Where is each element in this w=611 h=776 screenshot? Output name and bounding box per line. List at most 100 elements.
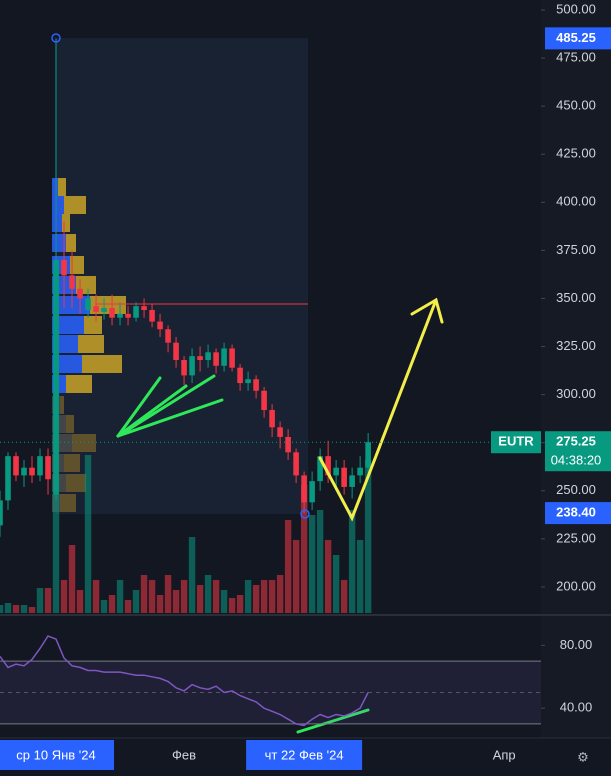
volume-bar <box>340 580 348 613</box>
y-tick-label: 250.00 <box>556 482 596 497</box>
x-tick-label: Апр <box>493 747 516 762</box>
volume-bar <box>124 600 132 613</box>
volume-bar <box>140 575 148 613</box>
volume-bar <box>36 588 44 613</box>
candle-body <box>189 356 195 376</box>
candle-body <box>309 481 315 503</box>
candle-body <box>85 298 91 310</box>
volume-bar <box>180 580 188 613</box>
y-tick-label: 325.00 <box>556 338 596 353</box>
candle-body <box>325 456 331 476</box>
candle-body <box>101 308 107 312</box>
volume-bar <box>276 575 284 613</box>
x-tick-label: Фев <box>172 747 196 762</box>
candle-body <box>149 310 155 322</box>
candle-body <box>53 260 59 495</box>
candle-body <box>341 467 347 487</box>
candle-body <box>181 360 187 376</box>
candle-body <box>21 467 27 476</box>
x-tick-label: ср 10 Янв '24 <box>16 747 95 762</box>
candle-body <box>269 410 275 428</box>
candle-body <box>141 306 147 310</box>
y-tick-label: 200.00 <box>556 578 596 593</box>
candle-body <box>229 348 235 368</box>
candle-body <box>77 288 83 299</box>
candle-body <box>349 475 355 487</box>
candle-body <box>61 260 67 276</box>
candle-body <box>293 452 299 476</box>
symbol-label: EUTR <box>498 434 534 449</box>
volume-bar <box>348 510 356 613</box>
volume-bar <box>252 585 260 613</box>
candle-body <box>221 348 227 366</box>
candle-body <box>261 390 267 410</box>
volume-bar <box>332 555 340 613</box>
volume-bar <box>116 580 124 613</box>
candle-body <box>109 308 115 318</box>
volume-bar <box>268 580 276 613</box>
high-label: 485.25 <box>556 30 596 45</box>
volume-bar <box>44 588 52 613</box>
volume-bar <box>220 590 228 613</box>
volume-bar <box>196 585 204 613</box>
volume-bar <box>148 580 156 613</box>
y-tick-label: 375.00 <box>556 242 596 257</box>
volume-bar <box>84 455 92 613</box>
volume-bar <box>188 537 196 613</box>
volume-bar <box>156 595 164 613</box>
candle-body <box>93 306 99 312</box>
candle-body <box>173 342 179 360</box>
candle-body <box>237 367 243 384</box>
rsi-layer: 40.00 80.00 <box>0 635 592 727</box>
x-crosshair-badge <box>246 740 363 770</box>
volume-bar <box>324 540 332 613</box>
y-tick-label: 450.00 <box>556 98 596 113</box>
candle-body <box>333 467 339 476</box>
volume-bar <box>28 607 36 613</box>
settings-icon[interactable]: ⚙ <box>577 749 589 764</box>
candle-body <box>357 467 363 476</box>
volume-bar <box>300 485 308 613</box>
volume-bar <box>4 603 12 613</box>
candle-body <box>365 442 371 468</box>
candle-body <box>0 500 3 526</box>
y-tick-label: 300.00 <box>556 386 596 401</box>
x-tick-label: чт 22 Фев '24 <box>265 747 344 762</box>
candle-body <box>285 436 291 453</box>
candle-body <box>29 467 35 476</box>
candle-body <box>117 313 123 318</box>
y-tick-label: 400.00 <box>556 194 596 209</box>
candle-body <box>45 456 51 480</box>
volume-bar <box>108 595 116 613</box>
volume-bar <box>292 540 300 613</box>
candle-body <box>5 456 11 501</box>
low-badge <box>545 502 611 525</box>
volume-bar <box>68 545 76 613</box>
y-tick-label: 475.00 <box>556 50 596 65</box>
y-tick-label: 350.00 <box>556 290 596 305</box>
y-tick-label: 425.00 <box>556 146 596 161</box>
volume-bar <box>244 580 252 613</box>
rsi-line <box>0 635 369 727</box>
volume-bar <box>308 515 316 613</box>
volume-bar <box>356 540 364 613</box>
range-highlight <box>55 38 308 514</box>
volume-bar <box>20 605 28 613</box>
volume-bar <box>92 580 100 613</box>
volume-bar <box>260 580 268 613</box>
candle-body <box>317 456 323 482</box>
candle-body <box>301 475 307 503</box>
volume-bar <box>100 600 108 613</box>
volume-bar <box>228 598 236 613</box>
symbol-badge <box>491 431 541 454</box>
high-badge <box>545 27 611 50</box>
candle-body <box>133 306 139 318</box>
last-price-label: 275.25 <box>556 434 596 449</box>
volume-bar <box>60 580 68 613</box>
volume-bar <box>236 595 244 613</box>
volume-bar <box>76 590 84 613</box>
volume-bar <box>132 590 140 613</box>
